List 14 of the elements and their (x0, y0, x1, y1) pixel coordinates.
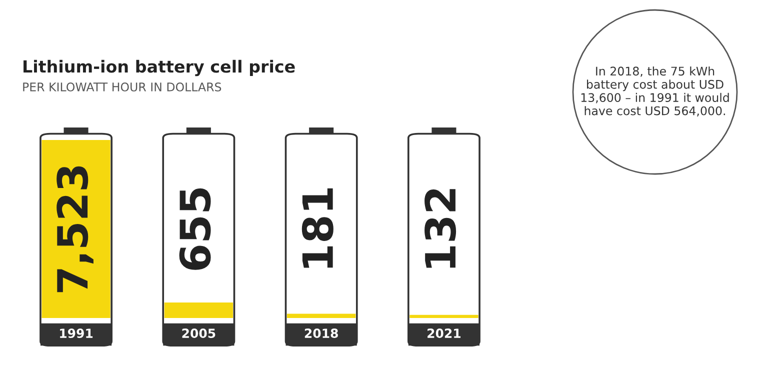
x-tick-label: 2005 (182, 328, 216, 338)
x-tick-label: 1991 (60, 328, 93, 338)
data-label: 7,523 (56, 166, 94, 292)
bar (410, 314, 478, 318)
chart-title: Lithium-ion battery cell price (24, 60, 295, 76)
x-tick-label: 2018 (304, 328, 338, 338)
x-tick-label: 2021 (428, 328, 460, 338)
text: In 2018, the 75 kWh battery cost about USD 13,600 – in 1991 it would have cost USD 564,000. (581, 66, 729, 116)
data-label: 655 (179, 188, 211, 270)
data-label: 181 (302, 188, 334, 268)
data-label: 132 (424, 189, 456, 268)
chart-subtitle: PER KILOWATT HOUR IN DOLLARS (23, 82, 222, 92)
bar (164, 302, 234, 318)
bar (286, 314, 356, 318)
